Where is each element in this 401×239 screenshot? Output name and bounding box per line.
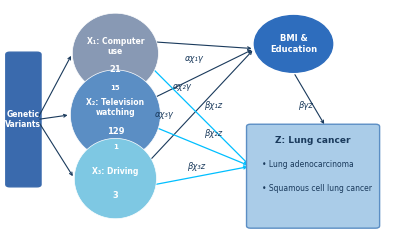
FancyBboxPatch shape bbox=[6, 52, 41, 187]
Text: 129: 129 bbox=[107, 127, 124, 136]
Ellipse shape bbox=[74, 138, 156, 219]
Text: X₁: Computer
use: X₁: Computer use bbox=[87, 37, 144, 56]
Text: X₃: Driving: X₃: Driving bbox=[92, 167, 139, 176]
Text: βχ₁z: βχ₁z bbox=[204, 101, 222, 110]
Ellipse shape bbox=[72, 13, 158, 93]
Text: αχ₃γ: αχ₃γ bbox=[155, 110, 174, 119]
Text: αχ₁γ: αχ₁γ bbox=[184, 54, 203, 63]
Text: BMI &
Education: BMI & Education bbox=[270, 34, 317, 54]
Text: Z: Lung cancer: Z: Lung cancer bbox=[275, 136, 351, 145]
Text: 21: 21 bbox=[109, 65, 121, 74]
Text: 15: 15 bbox=[111, 85, 120, 91]
FancyBboxPatch shape bbox=[247, 124, 380, 228]
Ellipse shape bbox=[71, 70, 160, 160]
Text: αχ₂γ: αχ₂γ bbox=[172, 82, 191, 91]
Text: X₂: Television
watching: X₂: Television watching bbox=[86, 98, 144, 117]
Text: βχ₃z: βχ₃z bbox=[186, 162, 205, 171]
Text: • Lung adenocarcinoma: • Lung adenocarcinoma bbox=[262, 160, 354, 169]
Text: βγz: βγz bbox=[298, 101, 313, 110]
Text: Genetic
Variants: Genetic Variants bbox=[6, 110, 41, 129]
Text: 1: 1 bbox=[113, 144, 118, 150]
Text: βχ₂z: βχ₂z bbox=[204, 129, 222, 138]
Text: • Squamous cell lung cancer: • Squamous cell lung cancer bbox=[262, 184, 372, 192]
Text: 3: 3 bbox=[113, 190, 118, 200]
Ellipse shape bbox=[254, 16, 333, 72]
